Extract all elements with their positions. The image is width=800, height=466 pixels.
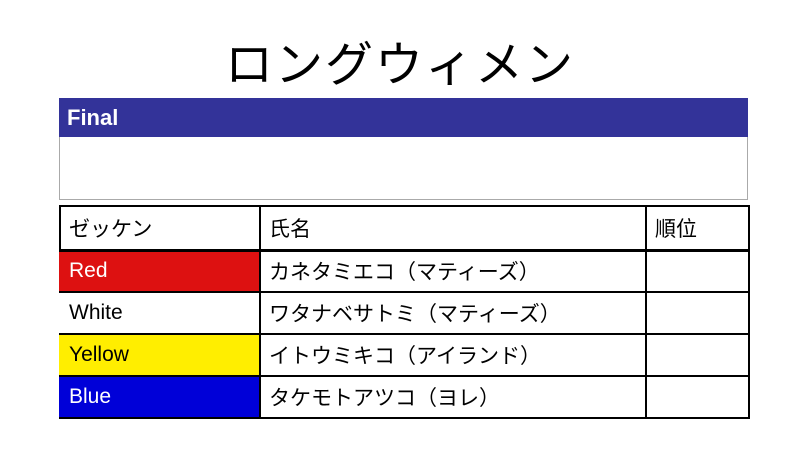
column-header-bib: ゼッケン [59, 205, 261, 252]
name-cell: タケモトアツコ（ヨレ） [259, 375, 647, 419]
bib-cell: Blue [59, 375, 261, 419]
column-header-name: 氏名 [259, 205, 647, 252]
bib-cell: White [59, 291, 261, 335]
results-table: ゼッケン 氏名 順位 Red カネタミエコ（マティーズ） White ワタナベサ… [59, 205, 750, 419]
table-row: Yellow イトウミキコ（アイランド） [59, 333, 750, 377]
rank-cell [645, 291, 750, 335]
bib-cell: Yellow [59, 333, 261, 377]
column-header-rank: 順位 [645, 205, 750, 252]
table-row: Red カネタミエコ（マティーズ） [59, 249, 750, 293]
table-row: Blue タケモトアツコ（ヨレ） [59, 375, 750, 419]
name-cell: カネタミエコ（マティーズ） [259, 249, 647, 293]
table-row: White ワタナベサトミ（マティーズ） [59, 291, 750, 335]
page-title: ロングウィメン [224, 39, 575, 92]
rank-cell [645, 249, 750, 293]
table-header-row: ゼッケン 氏名 順位 [59, 205, 750, 252]
bib-cell: Red [59, 249, 261, 293]
final-section-banner: Final [59, 98, 748, 137]
results-sheet: Final ゼッケン 氏名 順位 Red カネタミエコ（マティーズ） White [59, 98, 750, 419]
name-cell: ワタナベサトミ（マティーズ） [259, 291, 647, 335]
rank-cell [645, 333, 750, 377]
notes-empty-box [59, 137, 748, 200]
name-cell: イトウミキコ（アイランド） [259, 333, 647, 377]
final-section-label: Final [67, 104, 119, 130]
rank-cell [645, 375, 750, 419]
